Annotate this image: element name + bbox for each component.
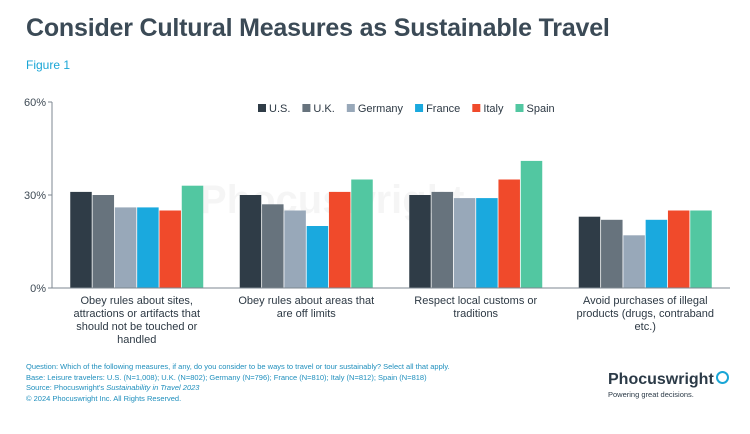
legend-label: France <box>426 103 460 115</box>
page-title: Consider Cultural Measures as Sustainabl… <box>26 14 610 42</box>
bar <box>601 219 623 288</box>
legend-swatch <box>415 104 424 112</box>
x-category-line: are off limits <box>277 308 337 320</box>
legend: U.S. U.K. Germany France Italy Spain <box>258 103 555 115</box>
bar <box>476 198 498 288</box>
source-prefix: Source: Phocuswright's <box>26 383 107 392</box>
bar <box>520 160 543 288</box>
x-category-line: Respect local customs or <box>414 295 537 307</box>
bar <box>114 207 137 288</box>
x-category-line: Avoid purchases of illegal <box>583 295 708 307</box>
x-axis: Obey rules about sites, attractions or ar… <box>52 287 730 346</box>
bar <box>306 226 329 288</box>
x-category-line: products (drugs, contraband <box>576 308 714 320</box>
y-tick-label: 0% <box>30 283 46 295</box>
brand-name: Phocuswright <box>608 371 714 388</box>
question-note: Question: Which of the following measure… <box>26 362 450 371</box>
x-category-line: should not be touched or <box>76 321 197 333</box>
copyright-note: © 2024 Phocuswright Inc. All Rights Rese… <box>26 393 182 403</box>
legend-label: Germany <box>358 103 404 115</box>
legend-swatch <box>472 104 481 112</box>
bar <box>498 179 520 288</box>
x-category-label: Obey rules about sites, attractions or ar… <box>73 295 200 346</box>
legend-label: Italy <box>483 103 504 115</box>
bar <box>181 185 204 288</box>
chart-notes: Question: Which of the following measure… <box>26 362 586 404</box>
bar <box>92 195 115 288</box>
x-category-label: Respect local customs or traditions <box>414 295 537 320</box>
bar <box>70 191 92 288</box>
x-category-line: handled <box>117 334 156 346</box>
legend-swatch <box>258 104 266 112</box>
bar <box>578 216 601 288</box>
bar <box>645 219 668 288</box>
bar <box>284 210 306 288</box>
x-category-label: Avoid purchases of illegal products (drug… <box>576 295 714 333</box>
x-category-line: Obey rules about sites, <box>80 295 193 307</box>
source-title: Sustainability in Travel 2023 <box>106 383 200 392</box>
brand-logo: Phocuswright Powering great decisions. <box>608 371 738 399</box>
legend-label: U.K. <box>313 103 334 115</box>
y-tick-label: 30% <box>24 190 46 202</box>
bar <box>351 179 373 288</box>
y-tick-label: 60% <box>24 97 46 109</box>
bar <box>431 191 454 288</box>
x-category-line: attractions or artifacts that <box>73 308 200 320</box>
bar <box>690 210 712 288</box>
bar <box>328 191 351 288</box>
x-category-line: Obey rules about areas that <box>238 295 374 307</box>
bar <box>409 195 431 288</box>
x-category-label: Obey rules about areas that are off limit… <box>238 295 374 320</box>
bar <box>159 210 181 288</box>
x-category-line: etc.) <box>635 321 656 333</box>
bar <box>239 195 262 288</box>
brand-tagline: Powering great decisions. <box>608 390 694 399</box>
legend-label: U.S. <box>269 103 290 115</box>
bar <box>453 198 476 288</box>
base-note: Base: Leisure travelers: U.S. (N=1,008);… <box>26 372 427 382</box>
figure-label: Figure 1 <box>26 58 71 72</box>
bar <box>262 204 284 288</box>
bars <box>70 160 712 288</box>
bar <box>137 207 159 288</box>
legend-swatch <box>346 104 355 112</box>
bar <box>623 235 645 288</box>
legend-swatch <box>302 104 311 112</box>
x-category-line: traditions <box>453 308 498 320</box>
source-note: Source: Phocuswright's Sustainability in… <box>26 383 586 394</box>
legend-label: Spain <box>527 103 555 115</box>
bar-chart: U.S. U.K. Germany France Italy Spain 0% 30% 60%… <box>24 97 730 346</box>
brand-mark-icon <box>715 371 729 384</box>
y-axis: 0% 30% 60% <box>24 97 53 295</box>
bar <box>667 210 690 288</box>
legend-swatch <box>515 104 524 112</box>
